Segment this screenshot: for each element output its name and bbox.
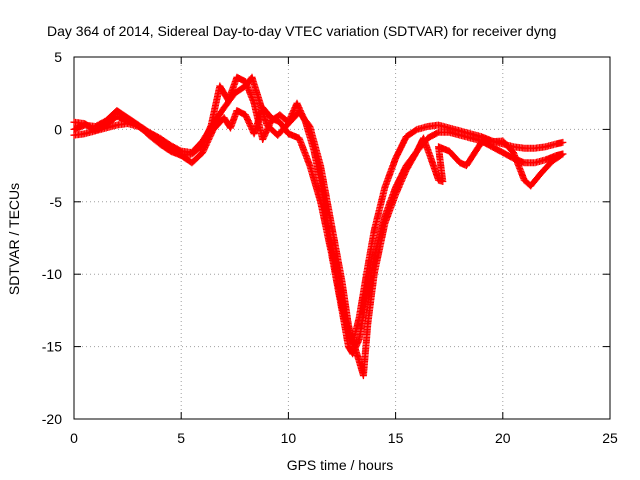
data-point-segment: [199, 123, 215, 149]
data-point-segment: [381, 192, 399, 227]
data-point-segment: [336, 292, 352, 335]
data-point-segment: [402, 126, 420, 141]
series-track-1: [70, 73, 567, 348]
data-point-segment: [488, 143, 505, 156]
data-point-segment: [527, 170, 544, 190]
data-point-segment: [435, 176, 445, 185]
data-point-segment: [227, 108, 240, 132]
data-point-segment: [499, 137, 516, 155]
data-point-segment: [420, 134, 433, 158]
data-point-segment: [124, 114, 141, 128]
data-point-segment: [310, 147, 326, 197]
data-point-segment: [364, 228, 378, 271]
y-tick-label: 5: [54, 49, 62, 65]
data-point-segment: [359, 323, 372, 380]
grid: [74, 57, 610, 419]
data-point-segment: [381, 156, 399, 191]
y-tick-label: -10: [42, 266, 62, 282]
y-tick-label: -15: [42, 339, 62, 355]
plot-frame: [73, 56, 611, 420]
data-point-segment: [259, 104, 274, 121]
series-track-3: [70, 73, 567, 380]
data-point-segment: [209, 115, 227, 133]
data-point-segment: [370, 185, 388, 235]
data-point-segment: [392, 167, 410, 199]
data-series: [70, 73, 567, 380]
tick-labels: 0 5 10 15 20 25 5 0 -5 -10 -15 -20: [42, 49, 618, 446]
data-point-segment: [355, 265, 371, 322]
data-point-segment: [156, 140, 173, 154]
data-point-segment: [426, 152, 442, 183]
data-point: [559, 138, 567, 146]
data-point: [559, 150, 567, 158]
data-point-segment: [445, 147, 463, 165]
x-tick-label: 25: [602, 430, 618, 446]
data-point-segment: [510, 149, 528, 183]
data-point-segment: [134, 121, 152, 138]
data-point-segment: [327, 241, 344, 298]
data-point-segment: [435, 144, 447, 185]
data-point-segment: [302, 118, 318, 154]
data-point-segment: [188, 142, 205, 158]
data-point-segment: [349, 337, 363, 364]
data-point-segment: [293, 99, 309, 125]
data-point-segment: [327, 220, 346, 284]
data-point-segment: [424, 129, 441, 142]
x-tick-label: 10: [281, 430, 297, 446]
y-axis-label: SDTVAR / TECUs: [6, 183, 22, 295]
data-point-segment: [364, 272, 378, 329]
data-point-segment: [224, 75, 240, 104]
x-tick-label: 20: [495, 430, 511, 446]
data-point-segment: [295, 134, 313, 168]
data-point-segment: [102, 108, 120, 125]
data-point-segment: [355, 301, 369, 343]
data-point-segment: [113, 107, 130, 121]
data-point-segment: [392, 134, 410, 162]
data-point-segment: [548, 151, 566, 165]
data-point-segment: [319, 191, 335, 248]
x-tick-label: 15: [388, 430, 404, 446]
x-tick-label: 5: [177, 430, 185, 446]
data-point-segment: [248, 73, 262, 100]
data-point-segment: [537, 158, 555, 177]
y-tick-label: 0: [54, 121, 62, 137]
data-point-segment: [402, 149, 420, 174]
data-point-segment: [276, 118, 291, 137]
x-axis-label: GPS time / hours: [287, 457, 394, 473]
data-point-segment: [91, 117, 109, 130]
data-point-segment: [188, 150, 206, 167]
data-point-segment: [462, 140, 484, 170]
data-point-segment: [499, 149, 516, 162]
y-tick-label: -20: [42, 411, 62, 427]
chart-title: Day 364 of 2014, Sidereal Day-to-day VTE…: [47, 23, 556, 39]
data-point-segment: [259, 118, 275, 143]
data-point-segment: [306, 162, 324, 204]
x-tick-label: 0: [70, 430, 78, 446]
axes: [73, 56, 611, 420]
data-point-segment: [370, 221, 389, 278]
data-point-segment: [242, 78, 257, 106]
data-point-segment: [145, 131, 163, 147]
y-tick-label: -5: [50, 194, 63, 210]
